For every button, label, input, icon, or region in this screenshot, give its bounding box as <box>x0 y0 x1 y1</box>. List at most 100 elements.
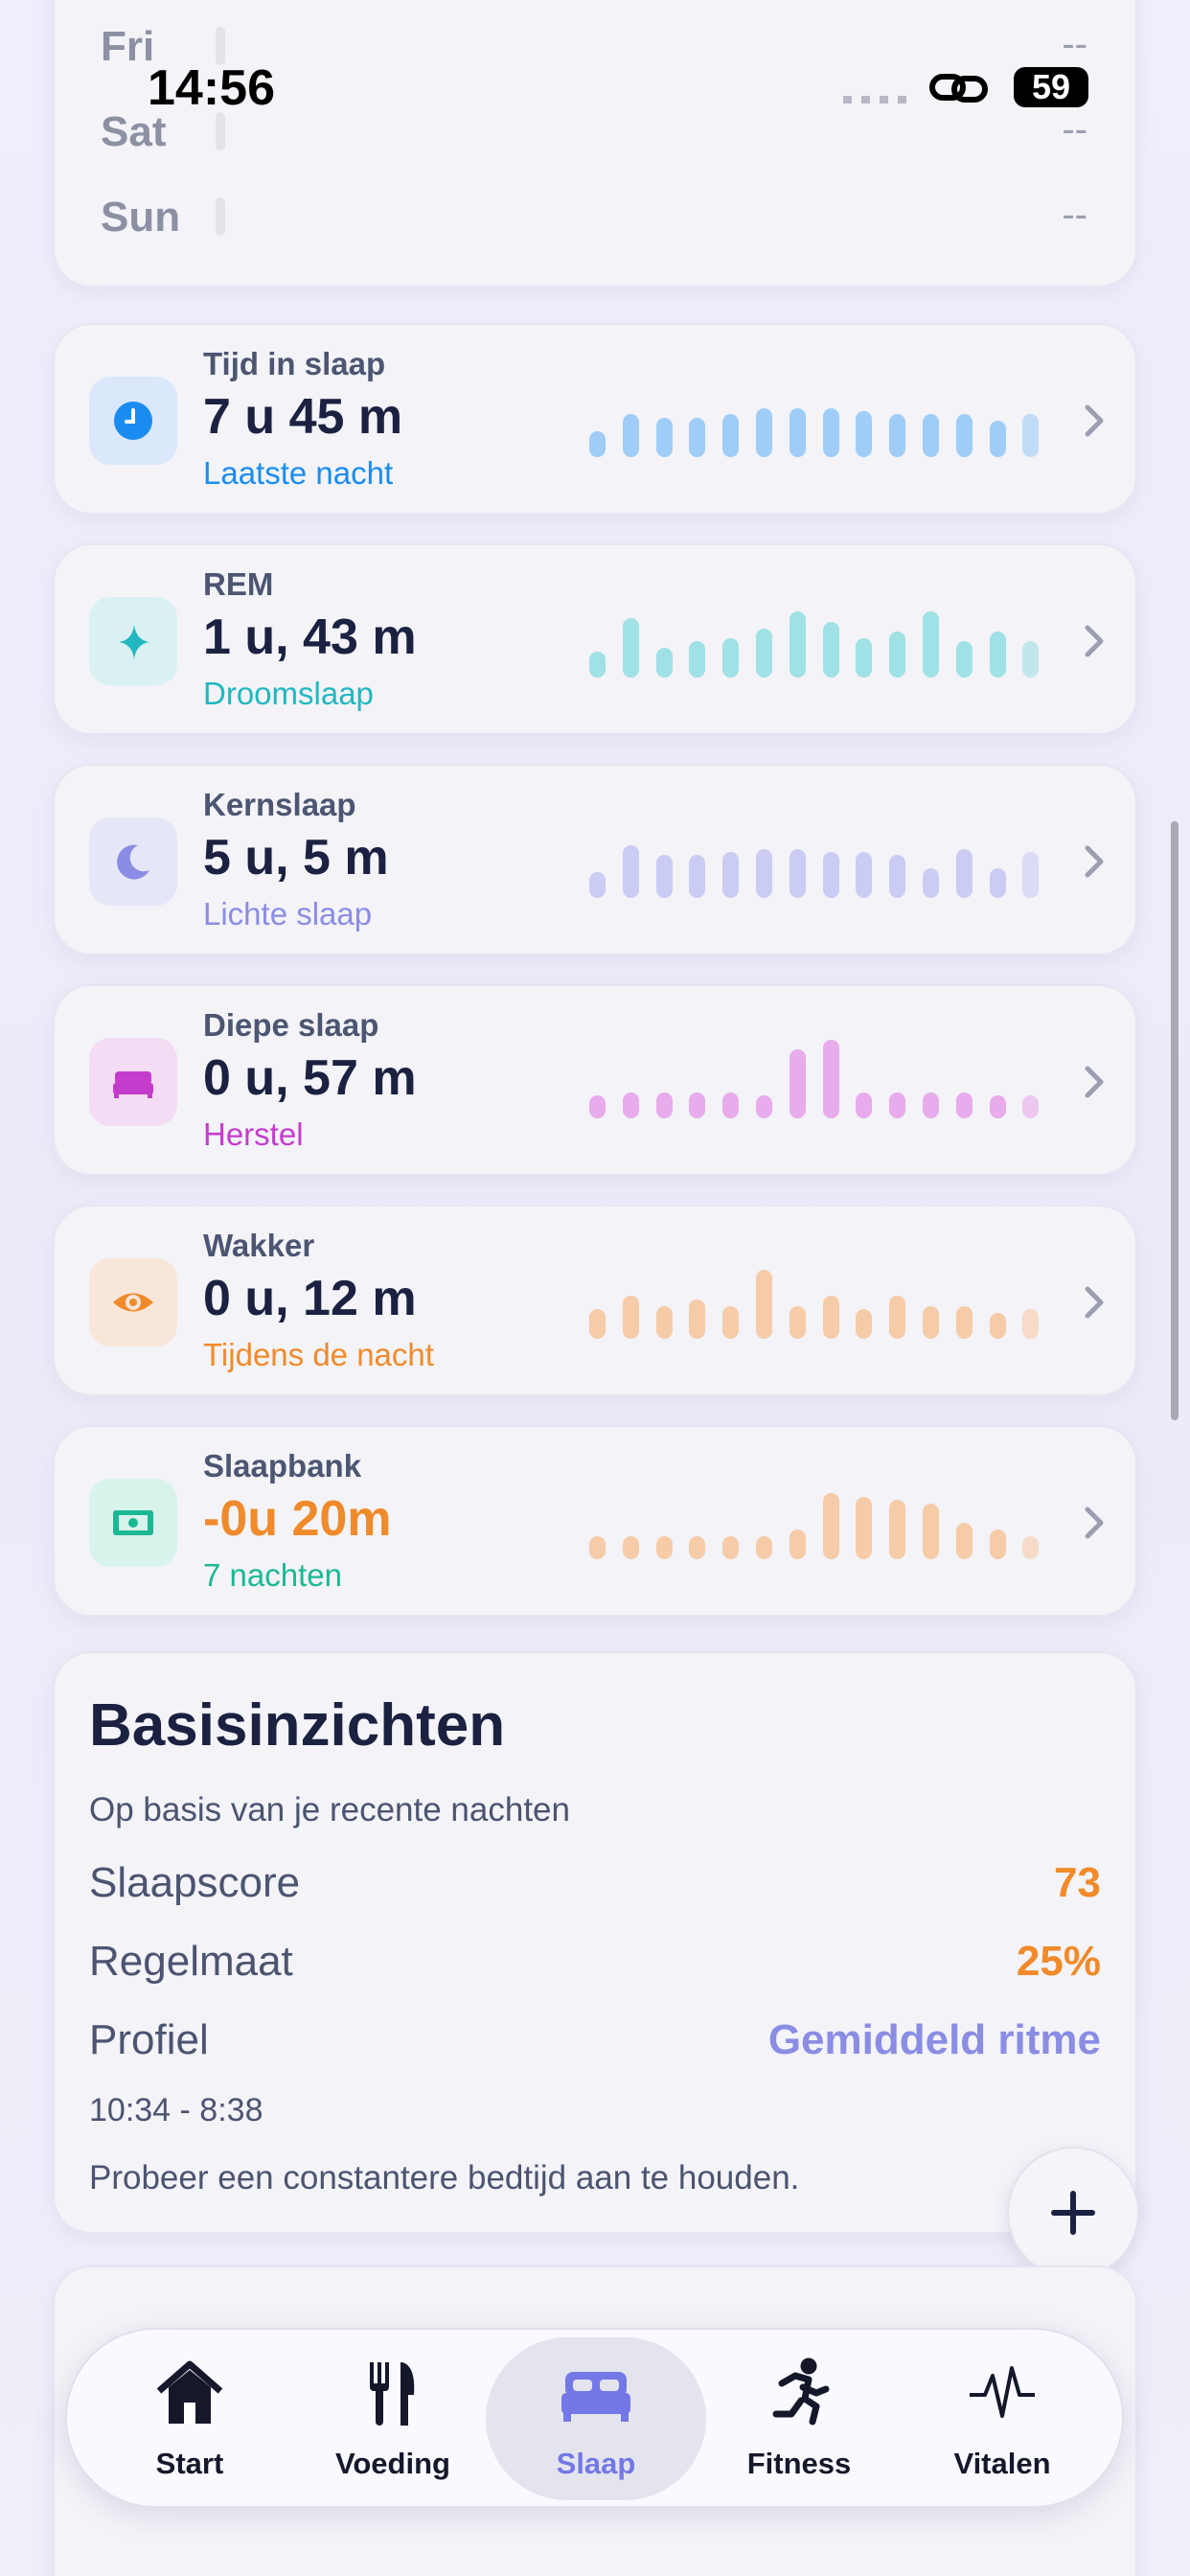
spark-bar <box>589 430 606 457</box>
metric-icon <box>89 597 177 685</box>
spark-bar <box>689 855 706 898</box>
add-button[interactable] <box>1007 2147 1139 2279</box>
spark-bar <box>1022 414 1040 457</box>
insight-label: Slaapscore <box>89 1859 301 1906</box>
spark-bar <box>822 852 839 898</box>
spark-bar <box>955 1523 973 1559</box>
icon-glyph <box>113 1510 153 1535</box>
insights-title: Basisinzichten <box>89 1692 506 1759</box>
metric-subtitle: 7 nachten <box>203 1557 342 1593</box>
spark-bar <box>1022 1536 1040 1559</box>
metric-value: 7 u 45 m <box>203 389 403 445</box>
spark-bar <box>622 1092 639 1118</box>
spark-bar <box>989 1312 1006 1339</box>
tab-icon <box>970 2366 1035 2418</box>
spark-bar <box>923 1305 939 1339</box>
spark-bar <box>789 1530 806 1559</box>
spark-bar <box>789 1049 806 1118</box>
insights-subtitle: Op basis van je recente nachten <box>89 1791 570 1828</box>
metric-subtitle: Laatste nacht <box>203 455 394 491</box>
spark-bar <box>756 1270 772 1339</box>
spark-bar <box>689 641 706 678</box>
day-label: Fri <box>101 23 155 70</box>
spark-bar <box>923 1503 939 1559</box>
spark-bar <box>589 1309 606 1339</box>
chevron <box>1080 402 1109 445</box>
spark-bar <box>822 407 839 457</box>
spark-bar <box>822 1039 839 1118</box>
spark-bar <box>889 632 906 678</box>
chevron-glyph <box>1085 625 1104 657</box>
insight-label: Regelmaat <box>89 1938 293 1985</box>
spark-bar <box>989 421 1006 457</box>
tab-icon <box>561 2372 630 2422</box>
spark-bar <box>689 417 706 457</box>
time-range: 10:34 - 8:38 <box>89 2092 263 2128</box>
tab-label: Fitness <box>746 2447 852 2480</box>
metric-icon <box>89 817 177 906</box>
spark-bar <box>655 417 673 457</box>
metric-value: 0 u, 57 m <box>203 1050 417 1106</box>
metric-card[interactable]: Diepe slaap 0 u, 57 m Herstel <box>53 984 1137 1176</box>
chevron-glyph <box>1085 1506 1104 1539</box>
chevron <box>1080 842 1109 886</box>
tab-label: Slaap <box>556 2447 636 2480</box>
tab-bar: Start Voeding Slaap Fitness Vitalen <box>65 2328 1124 2508</box>
spark-bar <box>856 1092 873 1118</box>
metric-card[interactable]: REM 1 u, 43 m Droomslaap <box>53 543 1137 735</box>
day-label: Sat <box>101 108 167 155</box>
spark-bar <box>1022 852 1040 898</box>
day-bar <box>216 112 225 150</box>
metric-icon <box>89 1479 177 1567</box>
metric-value: -0u 20m <box>203 1491 392 1547</box>
spark-bar <box>889 1092 906 1118</box>
metric-title: Kernslaap <box>203 787 356 822</box>
spark-bar <box>989 868 1006 898</box>
spark-bar <box>789 407 806 457</box>
spark-bar <box>622 1296 639 1339</box>
metric-card[interactable]: Slaapbank -0u 20m 7 nachten <box>53 1425 1137 1617</box>
tip: Probeer een constantere bedtijd aan te h… <box>89 2159 800 2196</box>
metric-value: 5 u, 5 m <box>203 830 389 886</box>
status-time: 14:56 <box>148 60 275 116</box>
day-bar <box>216 197 225 236</box>
spark-bar <box>589 1536 606 1559</box>
spark-bar <box>1022 641 1040 678</box>
spark-bar <box>756 1536 772 1559</box>
spark-bar <box>955 1092 973 1118</box>
spark-bar <box>989 632 1006 678</box>
day-value: -- <box>1062 194 1087 236</box>
spark-bar <box>1022 1095 1040 1118</box>
metric-subtitle: Herstel <box>203 1116 304 1152</box>
spark-bar <box>655 855 673 898</box>
spark-bar <box>589 651 606 678</box>
signal <box>843 96 906 104</box>
icon-glyph <box>119 625 149 659</box>
spark-bar <box>889 1296 906 1339</box>
spark-bar <box>722 637 740 678</box>
tab-icon <box>772 2358 830 2426</box>
metric-card[interactable]: Tijd in slaap 7 u 45 m Laatste nacht <box>53 323 1137 515</box>
spark-bar <box>789 1305 806 1339</box>
spark-bar <box>923 1092 939 1118</box>
spark-bar <box>822 1493 839 1559</box>
insight-label: Profiel <box>89 2016 209 2063</box>
metric-title: Diepe slaap <box>203 1007 379 1043</box>
icon-glyph <box>113 1293 153 1312</box>
day-label: Sun <box>101 194 181 241</box>
spark-bar <box>722 1092 740 1118</box>
spark-bar <box>756 1095 772 1118</box>
spark-bar <box>622 414 639 457</box>
day-bar <box>216 27 225 65</box>
metric-card[interactable]: Kernslaap 5 u, 5 m Lichte slaap <box>53 764 1137 955</box>
spark-bar <box>1022 1309 1040 1339</box>
metric-icon <box>89 1038 177 1126</box>
metric-card[interactable]: Wakker 0 u, 12 m Tijdens de nacht <box>53 1205 1137 1396</box>
spark-bar <box>856 637 873 678</box>
metric-title: Wakker <box>203 1228 315 1263</box>
spark-bar <box>856 852 873 898</box>
spark-bar <box>722 414 740 457</box>
chevron <box>1080 622 1109 665</box>
metric-value: 1 u, 43 m <box>203 610 417 665</box>
